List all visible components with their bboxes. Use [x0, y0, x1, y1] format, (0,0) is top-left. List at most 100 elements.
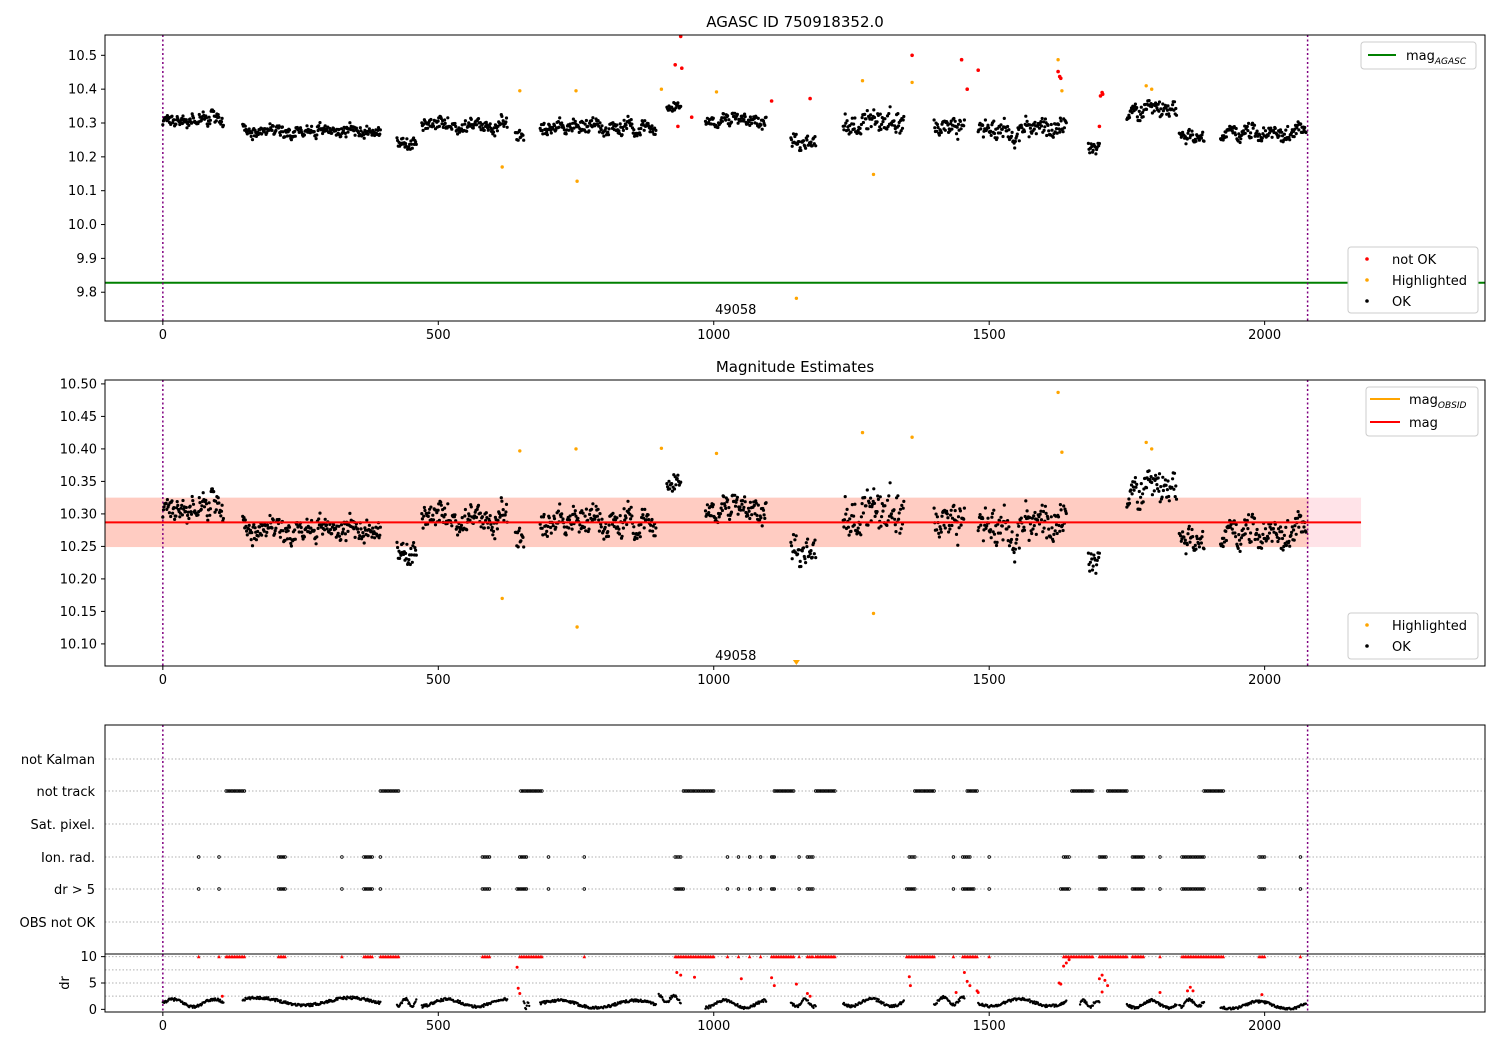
ok-point [1164, 483, 1168, 487]
highlighted-point [1056, 58, 1060, 62]
ok-point [538, 522, 542, 526]
dr-ok-point [1187, 999, 1190, 1003]
flag-marker [484, 855, 488, 859]
ok-point [443, 121, 447, 125]
ok-point [1292, 538, 1296, 542]
dr-clipped-marker [283, 954, 287, 959]
ok-point [1299, 122, 1303, 126]
ok-point [436, 508, 440, 512]
ok-point [1138, 119, 1142, 123]
dr-ok-point [341, 997, 345, 1001]
ok-point [1191, 546, 1195, 550]
flag-marker [967, 789, 971, 793]
ok-point [339, 127, 344, 131]
x-tick-label: 1000 [697, 673, 730, 688]
ok-point [1170, 485, 1174, 489]
ok-point [271, 518, 275, 522]
ok-point [317, 124, 321, 128]
ok-point [790, 557, 794, 561]
dr-ok-point [279, 999, 282, 1002]
not-ok-point [808, 96, 812, 101]
ok-point [453, 121, 457, 126]
flag-marker [1070, 789, 1074, 793]
ok-point [584, 118, 589, 123]
ok-point [493, 537, 497, 541]
highlighted-point [518, 449, 522, 453]
ok-point [180, 121, 184, 126]
ok-point [1282, 533, 1286, 538]
ok-point [896, 494, 900, 498]
ok-point [641, 513, 645, 517]
ok-point [1163, 478, 1167, 482]
ok-point [584, 507, 589, 511]
ok-point [878, 125, 882, 129]
flag-marker [1200, 887, 1204, 891]
ok-point [722, 112, 726, 116]
ok-point [217, 115, 221, 119]
ok-point [283, 538, 287, 543]
ok-point [1133, 476, 1137, 480]
flag-marker [707, 789, 711, 793]
ok-point [586, 518, 590, 522]
ok-point [358, 126, 362, 130]
ok-point [947, 530, 951, 534]
ok-point [943, 526, 947, 530]
flag-marker [703, 789, 707, 793]
ok-point [639, 126, 643, 131]
ok-point [399, 553, 403, 557]
ok-point [453, 513, 457, 517]
ok-point [743, 115, 747, 119]
ok-point [668, 487, 672, 491]
ok-point [1036, 518, 1040, 522]
ok-point [328, 126, 332, 131]
ok-point [600, 517, 604, 521]
ok-point [1031, 527, 1035, 531]
ok-point [1267, 531, 1272, 535]
highlighted-point [910, 435, 914, 439]
ok-point [341, 530, 345, 534]
ok-point [378, 533, 382, 537]
dr-ok-point [528, 1004, 531, 1008]
ok-point [611, 511, 615, 515]
ok-point [739, 119, 743, 123]
ok-point [1006, 124, 1010, 129]
ok-point [880, 515, 884, 519]
ok-point [1135, 106, 1139, 110]
dr-ok-point [345, 998, 348, 1001]
ok-point [337, 127, 341, 132]
ok-point [1273, 126, 1277, 130]
ok-point [620, 133, 624, 137]
dr-ok-point [267, 996, 270, 999]
dr-ok-point [882, 1001, 885, 1004]
ok-point [258, 525, 262, 529]
ok-point [624, 516, 628, 520]
flag-marker [368, 855, 373, 859]
dr-ok-point [1083, 999, 1087, 1002]
flag-marker [365, 887, 369, 891]
ok-point [738, 505, 742, 509]
flag-marker [777, 789, 781, 793]
ok-point [504, 502, 509, 506]
ok-point [1132, 488, 1136, 492]
plot-frame [104, 34, 1486, 322]
ok-point [312, 130, 316, 134]
flag-marker [680, 887, 684, 891]
x-tick-label: 500 [426, 328, 451, 343]
flag-marker [685, 789, 689, 793]
flag-marker [1102, 887, 1106, 891]
ok-point [812, 552, 816, 556]
flag-marker [1097, 887, 1102, 891]
dr-not-ok-point [739, 977, 743, 981]
flag-marker [1063, 855, 1068, 859]
ok-point [1237, 538, 1242, 542]
ok-point [450, 127, 454, 131]
ok-point [186, 513, 190, 518]
ok-point [491, 533, 495, 537]
ok-point [985, 524, 989, 528]
ok-point [642, 526, 646, 530]
ok-point [265, 523, 269, 527]
ok-point [395, 136, 399, 140]
flag-marker [1133, 855, 1138, 859]
dr-clipped-marker [242, 954, 247, 959]
